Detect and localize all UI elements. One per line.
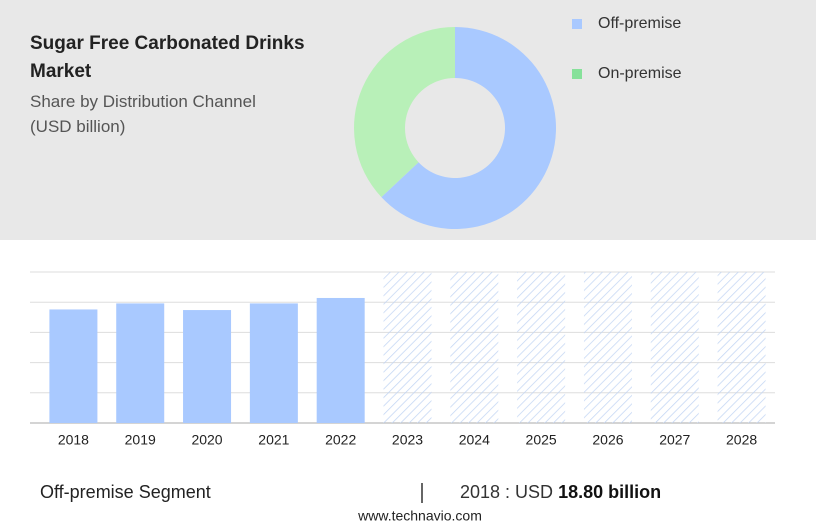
forecast-placeholder [583,272,632,423]
x-tick-label: 2028 [726,432,757,448]
x-tick-label: 2024 [459,432,490,448]
x-tick-label: 2020 [191,432,222,448]
bar [316,297,365,423]
bar [116,303,165,423]
forecast-placeholder [383,272,432,423]
bar [183,310,232,423]
segment-label: Off-premise Segment [40,482,211,502]
donut-slice [381,27,556,229]
text-line: Sugar Free Carbonated Drinks [30,33,305,54]
forecast-placeholder [650,272,699,423]
x-tick-label: 2018 [58,432,89,448]
source: www.technavio.com [357,508,482,524]
legend-label: On-premise [598,65,682,82]
text-line: Share by Distribution Channel [30,92,256,111]
x-tick-label: 2023 [392,432,423,448]
forecast-placeholder [517,272,566,423]
stat-prefix: 2018 : USD 18.80 billion [460,482,661,502]
forecast-placeholder [450,272,499,423]
chart-title: Sugar Free Carbonated Drinks Market [30,33,305,82]
x-tick-label: 2019 [125,432,156,448]
bar [249,303,298,423]
x-tick-label: 2026 [592,432,623,448]
legend-swatch [572,69,582,79]
forecast-placeholder [717,272,766,423]
text-line: (USD billion) [30,117,125,136]
x-tick-label: 2021 [258,432,289,448]
x-tick-label: 2022 [325,432,356,448]
bar [49,309,98,423]
donut-slice [354,27,455,198]
legend-label: Off-premise [598,15,681,32]
stat-prefix-text: 2018 : USD [460,482,553,502]
legend-swatch [572,19,582,29]
x-tick-label: 2025 [526,432,557,448]
x-tick-label: 2027 [659,432,690,448]
chart-subtitle: Share by Distribution Channel (USD billio… [30,92,256,136]
text-line: Market [30,61,92,82]
stat-value: 18.80 billion [558,482,661,502]
